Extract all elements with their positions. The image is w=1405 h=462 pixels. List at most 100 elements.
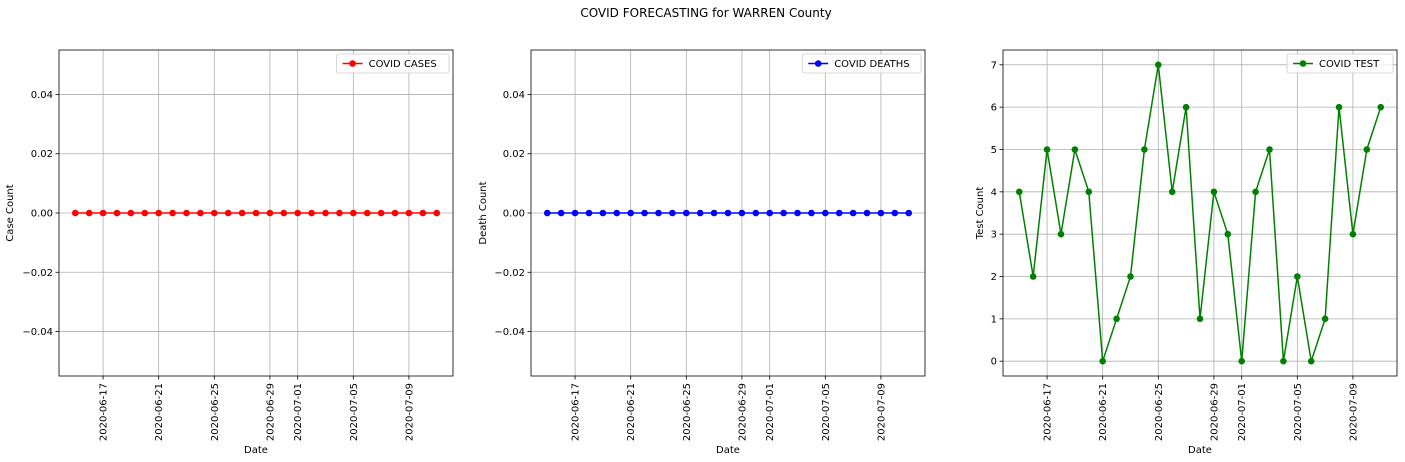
x-tick-label: 2020-07-05 — [349, 383, 360, 441]
y-tick-label: 0.00 — [31, 209, 53, 220]
data-point — [1029, 273, 1037, 280]
data-point — [738, 209, 746, 217]
x-tick-label: 2020-07-05 — [1293, 383, 1304, 441]
data-point — [1321, 315, 1329, 323]
chart-panel-2: −0.04 −0.02 0.00 0.02 0.04 2020-06-17 2020-06-… — [478, 49, 926, 456]
legend-marker — [814, 60, 822, 67]
data-point — [822, 209, 829, 217]
x-tick-label: 2020-06-29 — [737, 383, 748, 441]
data-point — [613, 209, 621, 217]
x-tick-label: 2020-07-09 — [1348, 383, 1359, 441]
legend-label: COVID TEST — [1319, 59, 1380, 70]
data-point — [1294, 273, 1301, 280]
data-point — [710, 209, 718, 217]
data-point — [141, 209, 149, 217]
y-tick-label: 5 — [991, 145, 997, 156]
x-tick-label: 2020-07-01 — [293, 383, 304, 441]
data-point — [1168, 188, 1176, 196]
data-point — [308, 209, 315, 217]
data-point — [543, 209, 551, 217]
data-point — [169, 209, 176, 217]
data-point — [1307, 357, 1315, 365]
x-tick-label: 2020-06-29 — [1209, 383, 1220, 441]
legend: COVID TEST — [1286, 53, 1394, 74]
data-point — [808, 209, 815, 217]
y-tick-label: −0.04 — [494, 327, 525, 338]
x-tick-label: 2020-07-09 — [876, 383, 887, 441]
legend-label: COVID CASES — [369, 59, 437, 70]
data-point — [1238, 357, 1246, 365]
data-point — [252, 209, 260, 217]
x-tick-label: 2020-07-05 — [821, 383, 832, 441]
data-point — [1141, 146, 1148, 153]
data-point — [877, 209, 885, 217]
data-point — [197, 209, 204, 217]
x-tick-label: 2020-06-21 — [1098, 383, 1109, 441]
y-tick-label: −0.02 — [494, 268, 525, 279]
figure-title: COVID FORECASTING for WARREN County — [580, 6, 831, 20]
x-tick-label: 2020-06-29 — [265, 383, 276, 441]
data-point — [294, 209, 302, 217]
legend-marker — [349, 60, 356, 67]
data-point — [322, 209, 329, 217]
data-point — [1127, 273, 1134, 280]
data-point — [1266, 146, 1273, 153]
data-point — [1043, 146, 1051, 153]
data-point — [85, 209, 93, 217]
data-point — [1377, 103, 1385, 111]
x-tick-label: 2020-06-25 — [1154, 383, 1165, 441]
y-tick-label: −0.04 — [22, 327, 53, 338]
data-point — [724, 209, 732, 217]
y-tick-label: 1 — [991, 314, 997, 325]
data-point — [835, 209, 843, 217]
y-tick-label: −0.02 — [22, 268, 53, 279]
y-tick-label: 0.00 — [503, 209, 525, 220]
data-point — [1224, 230, 1232, 238]
y-tick-label: 7 — [991, 60, 997, 71]
x-tick-label: 2020-06-21 — [154, 383, 165, 441]
y-tick-label: 0.04 — [503, 90, 525, 101]
data-point — [1210, 188, 1218, 196]
data-point — [405, 209, 413, 217]
axes-frame — [1002, 49, 1398, 377]
data-point — [1196, 315, 1204, 323]
data-point — [766, 209, 774, 217]
data-point — [1154, 61, 1162, 69]
data-point — [752, 209, 760, 217]
data-point — [849, 209, 857, 217]
data-point — [891, 209, 899, 217]
data-point — [391, 209, 399, 217]
y-tick-label: 0.02 — [31, 149, 53, 160]
data-point — [669, 209, 676, 217]
data-point — [585, 209, 593, 217]
data-point — [1182, 103, 1190, 111]
data-point — [350, 209, 357, 217]
x-tick-label: 2020-07-01 — [1237, 383, 1248, 441]
y-tick-label: 2 — [991, 272, 997, 283]
data-point — [238, 209, 246, 217]
y-axis-label: Test Count — [975, 187, 986, 241]
x-tick-label: 2020-06-17 — [571, 383, 582, 441]
y-tick-label: 0.04 — [31, 90, 53, 101]
data-point — [1335, 103, 1343, 111]
data-point — [266, 209, 274, 217]
data-point — [905, 209, 913, 217]
x-tick-label: 2020-07-09 — [404, 383, 415, 441]
data-point — [377, 209, 385, 217]
data-point — [280, 209, 288, 217]
data-point — [1015, 188, 1023, 196]
y-tick-label: 0.02 — [503, 149, 525, 160]
data-point — [1099, 357, 1106, 365]
data-point — [780, 209, 787, 217]
data-point — [794, 209, 801, 217]
data-point — [1280, 357, 1287, 365]
x-tick-label: 2020-06-25 — [682, 383, 693, 441]
y-axis-label: Case Count — [5, 184, 16, 241]
y-tick-label: 4 — [991, 187, 997, 198]
data-point — [1085, 188, 1093, 196]
data-point — [99, 209, 107, 217]
data-point — [1349, 230, 1357, 238]
x-axis-label: Date — [716, 445, 740, 456]
data-point — [419, 209, 427, 217]
y-tick-label: 0 — [991, 357, 997, 368]
